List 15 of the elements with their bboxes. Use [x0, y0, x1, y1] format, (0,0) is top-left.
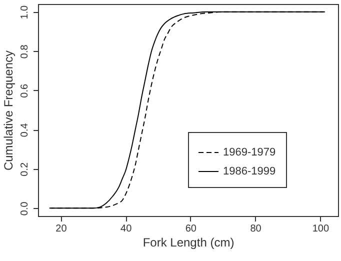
y-tick-label: 1.0 — [20, 4, 30, 20]
y-tick-label: 0.6 — [20, 83, 30, 98]
y-tick-label: 0.4 — [20, 122, 30, 138]
x-tick-label: 100 — [312, 224, 330, 234]
x-axis-title: Fork Length (cm) — [142, 236, 234, 250]
y-tick-label: 0.0 — [20, 201, 30, 216]
x-tick-label: 80 — [250, 224, 262, 234]
y-tick-label: 0.2 — [20, 162, 30, 176]
x-tick-label: 40 — [120, 224, 132, 234]
legend-label: 1969-1979 — [223, 146, 276, 158]
y-axis-title: Cumulative Frequency — [2, 50, 16, 171]
x-tick-label: 60 — [185, 224, 197, 234]
y-tick-label: 0.8 — [20, 44, 30, 59]
legend-label: 1986-1999 — [223, 166, 276, 178]
x-tick-label: 20 — [56, 224, 68, 234]
